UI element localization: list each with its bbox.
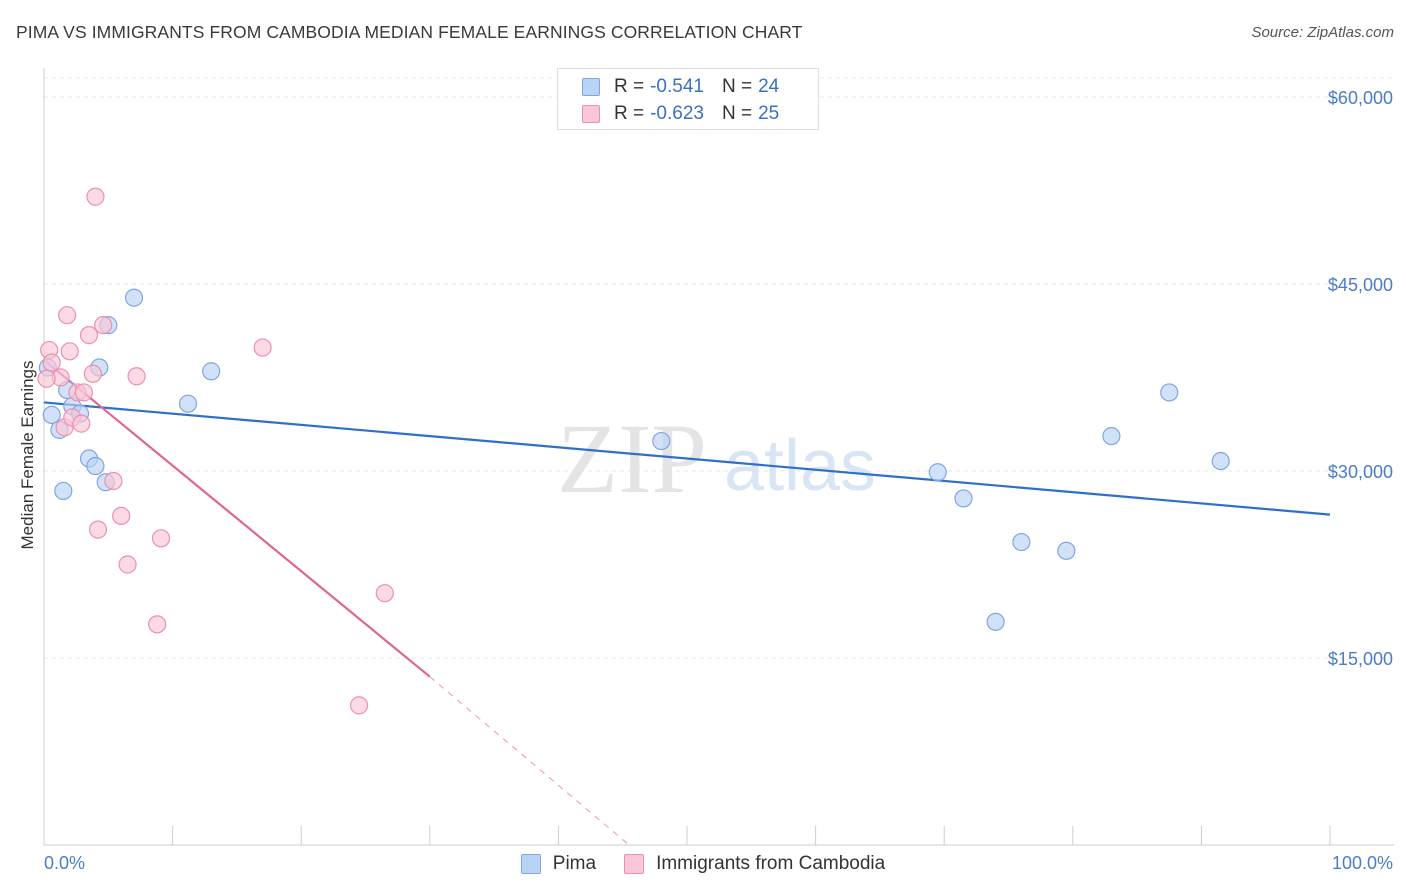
point-cambodia [86,187,105,206]
point-pima [928,463,947,482]
series-legend-cambodia: Immigrants from Cambodia [624,853,885,875]
point-cambodia [37,369,56,388]
tick-labels: $15,000 $30,000 $45,000 $60,000 0.0% 100.0% [44,88,1393,873]
point-cambodia [94,316,113,335]
point-pima [86,456,105,476]
point-cambodia [42,353,61,372]
point-pima [1102,426,1121,446]
source-credit: Source: ZipAtlas.com [1251,24,1394,41]
chart-title: PIMA VS IMMIGRANTS FROM CAMBODIA MEDIAN … [16,22,803,42]
x-tick-label: 0.0% [44,853,85,873]
legend-r-label: R = [614,76,645,97]
point-cambodia [148,615,167,634]
legend-n-label: N = [721,103,753,124]
trend-line-pima [43,401,1331,516]
legend-r-value: -0.541 [650,76,704,97]
y-tick-label: $45,000 [1328,275,1393,295]
y-axis-label: Median Female Earnings [18,361,37,550]
series-swatch-cambodia [624,854,645,874]
point-pima [178,394,198,413]
x-tick-label: 100.0% [1332,853,1393,873]
point-cambodia [72,414,91,433]
legend-n-value: 25 [758,103,780,124]
point-cambodia [349,696,369,715]
point-cambodia [253,338,272,357]
legend-r-value: -0.623 [650,103,704,124]
point-cambodia [151,529,171,548]
point-pima [1057,541,1076,560]
point-pima [986,612,1005,631]
point-cambodia [79,326,99,345]
point-cambodia [375,584,394,603]
axes [43,68,1394,846]
legend: R = -0.541 N = 24 R = -0.623 N = 25 [557,68,819,130]
point-cambodia [60,342,79,361]
legend-r-label: R = [614,103,645,124]
series-legend-pima: Pima [520,853,597,875]
point-cambodia [127,367,146,386]
point-cambodia [83,364,102,383]
legend-row-cambodia: R = -0.623 N = 25 [582,102,779,126]
y-tick-label: $15,000 [1328,649,1393,669]
point-pima [42,405,61,424]
point-cambodia [118,555,137,574]
watermark: ZIP atlas [557,403,876,514]
point-cambodia [112,506,131,525]
point-cambodia [58,306,77,325]
series-swatch-pima [520,854,541,874]
series-legend: Pima Immigrants from Cambodia [0,851,1406,877]
point-pima [54,481,73,501]
series-label-cambodia: Immigrants from Cambodia [656,853,886,874]
grid-lines [44,77,1394,659]
data-points [37,187,1230,715]
legend-n-label: N = [721,76,753,97]
legend-n-value: 24 [758,76,780,97]
point-cambodia [104,471,123,491]
y-tick-label: $60,000 [1328,88,1393,108]
point-pima [202,362,221,381]
point-pima [1211,451,1230,471]
trend-lines [43,359,1331,846]
legend-row-pima: R = -0.541 N = 24 [582,75,779,99]
point-cambodia [88,520,108,539]
point-cambodia [74,383,93,402]
watermark-atlas: atlas [724,426,876,506]
point-pima [124,288,144,307]
trend-extension-cambodia [429,676,630,846]
legend-swatch-pima [582,78,600,96]
legend-swatch-cambodia [582,105,600,123]
point-pima [954,489,973,508]
series-label-pima: Pima [552,853,597,874]
trend-line-cambodia [43,359,431,678]
point-pima [1160,383,1179,402]
point-pima [652,431,671,451]
point-pima [1012,532,1031,552]
y-tick-label: $30,000 [1328,462,1393,482]
